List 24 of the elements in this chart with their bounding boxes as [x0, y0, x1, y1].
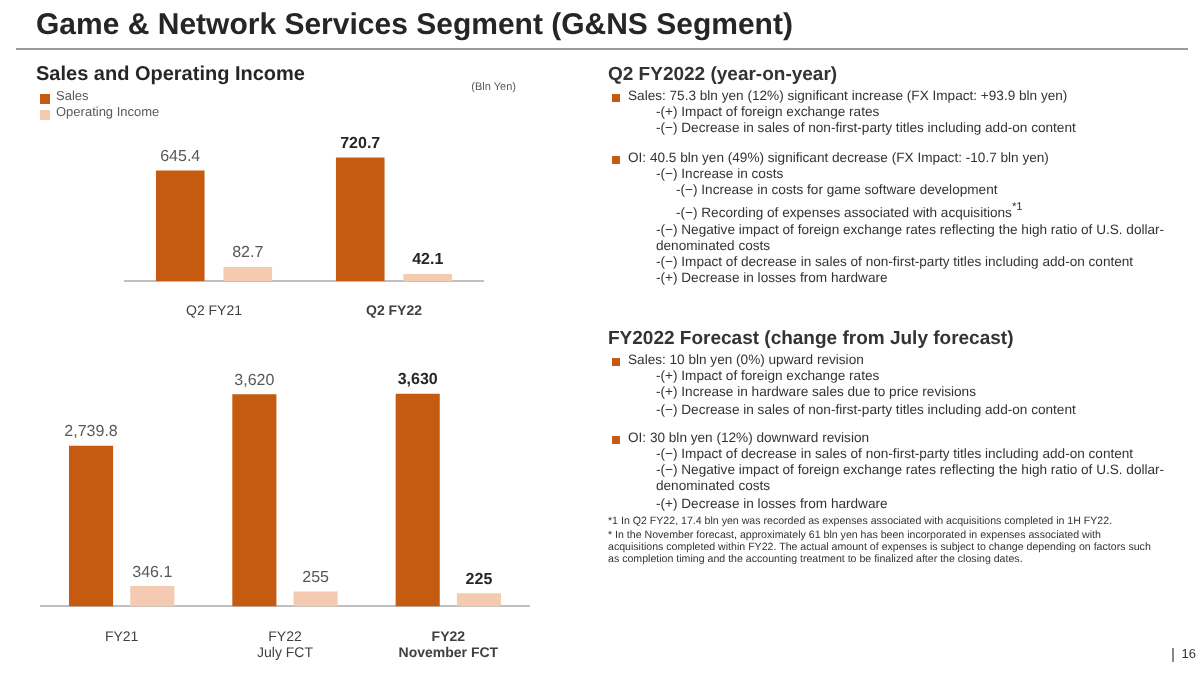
- data-label: 2,739.8: [64, 422, 119, 441]
- data-label: 255: [302, 567, 331, 586]
- data-label: 225: [465, 569, 494, 588]
- chart-subtitle: Sales and Operating Income: [36, 64, 305, 86]
- bar: [403, 273, 453, 282]
- bar: [395, 393, 440, 607]
- data-label: 3,620: [234, 370, 276, 389]
- bar: [68, 445, 114, 607]
- data-label: 645.4: [160, 146, 202, 165]
- bar: [223, 267, 273, 282]
- bar: [456, 593, 502, 607]
- data-label: 3,630: [397, 370, 439, 389]
- data-label: 346.1: [132, 562, 174, 581]
- bar: [293, 591, 338, 607]
- data-label: 720.7: [340, 134, 382, 153]
- data-label: 82.7: [232, 243, 265, 262]
- bar: [130, 586, 175, 607]
- text: Q2 FY2022 (year-on-year): [608, 64, 840, 86]
- bar: [155, 170, 205, 282]
- bar: [232, 394, 277, 607]
- bar: [335, 157, 385, 282]
- chart-title: Game & Network Services Segment (G&NS Segment): [36, 8, 793, 42]
- data-label: 42.1: [412, 250, 445, 269]
- text: FY2022 Forecast (change from July forecast): [608, 328, 1016, 350]
